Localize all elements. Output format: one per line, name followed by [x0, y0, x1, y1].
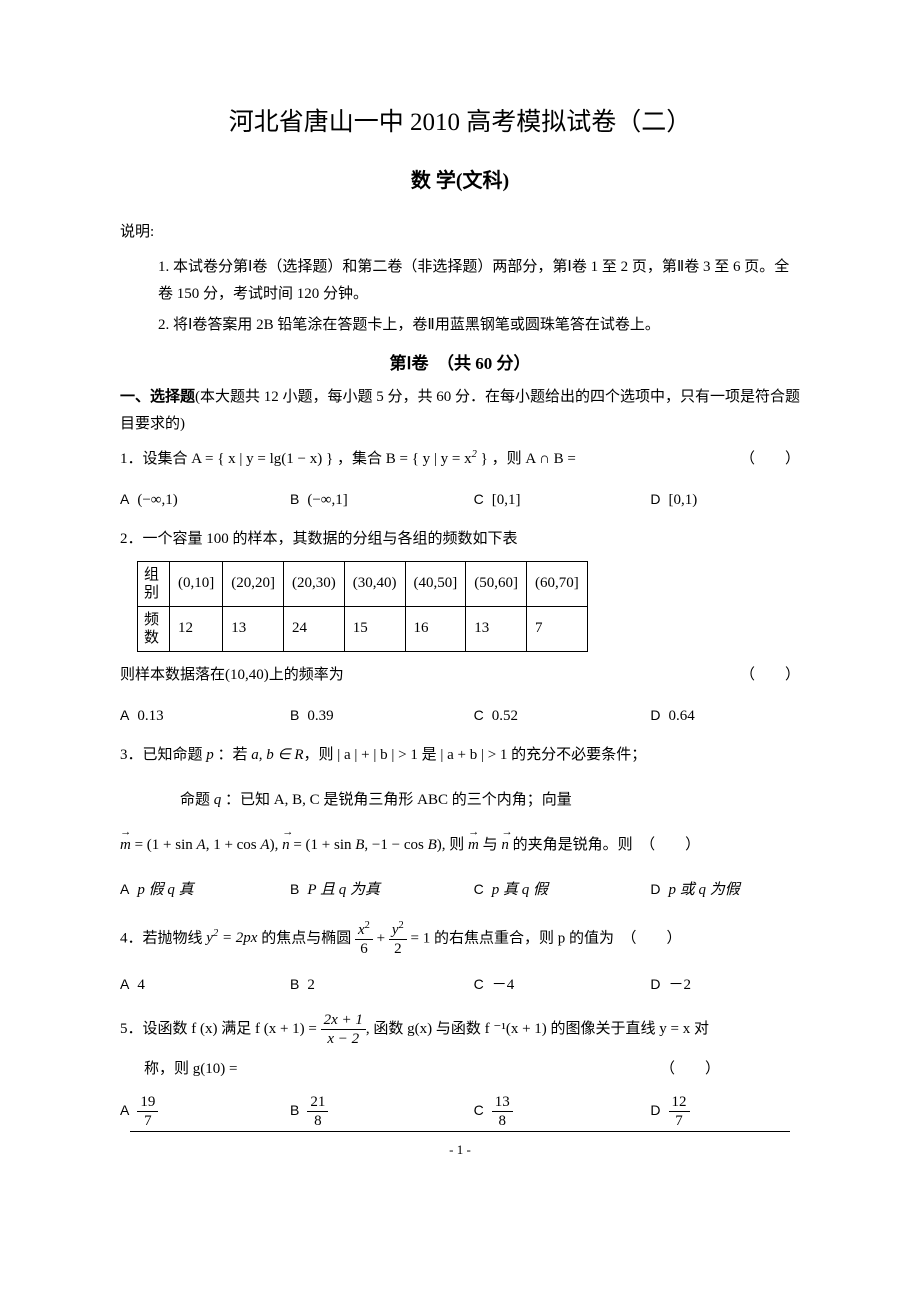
page-title: 河北省唐山一中 2010 高考模拟试卷（二）: [120, 100, 800, 145]
q5-options: A197 B218 C138 D127: [120, 1093, 800, 1130]
vec-n: n: [501, 832, 509, 859]
q4-opt-a: A4: [120, 972, 290, 999]
q3-opt-b: BP 且 q 为真: [290, 877, 474, 904]
table-cell: 24: [284, 606, 345, 651]
q2-post-text: 则样本数据落在(10,40)上的频率为: [120, 667, 344, 683]
q2-opt-b: B0.39: [290, 703, 474, 730]
shuoming-label: 说明:: [120, 219, 800, 246]
table-row: 组别 (0,10] (20,20] (20,30) (30,40) (40,50…: [138, 561, 588, 606]
part-title: 第Ⅰ卷 （共 60 分）: [120, 349, 800, 380]
answer-placeholder: （ ）: [740, 662, 800, 689]
vec-m: m: [468, 832, 479, 859]
table-cell: 15: [344, 606, 405, 651]
q1-text: ，集合: [337, 451, 386, 467]
table-cell: (30,40): [344, 561, 405, 606]
q2-options: A0.13 B0.39 C0.52 D0.64: [120, 703, 800, 730]
table-cell: (20,30): [284, 561, 345, 606]
question-3-line1: 3．已知命题 p ：若 a, b ∈ R，则 | a | + | b | > 1…: [120, 742, 800, 769]
q4-text: 的右焦点重合，则 p 的值为 （ ）: [430, 930, 681, 946]
q4-opt-b: B2: [290, 972, 474, 999]
q3-text: ：已知 A, B, C 是锐角三角形 ABC 的三个内角；向量: [221, 792, 571, 808]
instructions-block: 1. 本试卷分第Ⅰ卷（选择题）和第二卷（非选择题）两部分，第Ⅰ卷 1 至 2 页…: [120, 254, 800, 339]
table-cell: (40,50]: [405, 561, 466, 606]
table-cell: (50,60]: [466, 561, 527, 606]
q2-post: 则样本数据落在(10,40)上的频率为 （ ）: [120, 662, 800, 689]
q3-var: a, b ∈ R: [251, 747, 303, 763]
question-3-line2: 命题 q ：已知 A, B, C 是锐角三角形 ABC 的三个内角；向量: [120, 787, 800, 814]
q1-formula: A = { x | y = lg(1 − x) }: [191, 451, 333, 467]
q4-options: A4 B2 C－4 D－2: [120, 972, 800, 999]
q5-text: 5．设函数 f (x) 满足 f (x + 1) =: [120, 1021, 321, 1037]
question-5: 5．设函数 f (x) 满足 f (x + 1) = 2x + 1x − 2, …: [120, 1011, 800, 1048]
q5-opt-d: D127: [650, 1093, 800, 1130]
q1-opt-d: D[0,1): [650, 487, 800, 514]
table-cell: (0,10]: [170, 561, 223, 606]
q1-options: A(−∞,1) B(−∞,1] C[0,1] D[0,1): [120, 487, 800, 514]
fraction: 2x + 1x − 2: [321, 1011, 366, 1048]
instruction-item: 2. 将Ⅰ卷答案用 2B 铅笔涂在答题卡上，卷Ⅱ用蓝黑钢笔或圆珠笔答在试卷上。: [158, 312, 800, 339]
q3-text: 命题: [180, 792, 214, 808]
subject-subtitle: 数 学(文科): [120, 163, 800, 199]
question-3-line3: m = (1 + sin A, 1 + cos A), n = (1 + sin…: [120, 832, 800, 859]
q1-opt-a: A(−∞,1): [120, 487, 290, 514]
table-cell: 13: [466, 606, 527, 651]
q4-text: = 1: [407, 930, 430, 946]
q1-text: ，则 A ∩ B =: [492, 451, 576, 467]
table-cell: 组别: [138, 561, 170, 606]
answer-placeholder: （ ）: [740, 446, 800, 473]
q5-opt-b: B218: [290, 1093, 474, 1130]
q1-opt-b: B(−∞,1]: [290, 487, 474, 514]
q1-text: 1．设集合: [120, 451, 191, 467]
q4-formula: y2 = 2px: [206, 930, 257, 946]
q3-text: ，则 | a | + | b | > 1 是 | a + b | > 1 的充分…: [304, 747, 647, 763]
q2-opt-d: D0.64: [650, 703, 800, 730]
instruction-item: 1. 本试卷分第Ⅰ卷（选择题）和第二卷（非选择题）两部分，第Ⅰ卷 1 至 2 页…: [158, 254, 800, 308]
table-cell: (20,20]: [223, 561, 284, 606]
q3-text: 3．已知命题: [120, 747, 206, 763]
vec-m: m: [120, 832, 131, 859]
table-cell: 16: [405, 606, 466, 651]
q4-text: 4．若抛物线: [120, 930, 206, 946]
question-5-line2: 称，则 g(10) = （ ）: [120, 1056, 800, 1083]
q5-opt-c: C138: [474, 1093, 651, 1130]
q2-table: 组别 (0,10] (20,20] (20,30) (30,40) (40,50…: [137, 561, 588, 652]
q2-opt-a: A0.13: [120, 703, 290, 730]
q5-text: 称，则 g(10) =: [144, 1061, 237, 1077]
q3-text: ：若: [214, 747, 252, 763]
table-cell: 频数: [138, 606, 170, 651]
question-1: 1．设集合 A = { x | y = lg(1 − x) } ，集合 B = …: [120, 446, 800, 473]
vec-n: n: [282, 832, 290, 859]
q4-opt-c: C－4: [474, 972, 651, 999]
q2-opt-c: C0.52: [474, 703, 651, 730]
table-row: 频数 12 13 24 15 16 13 7: [138, 606, 588, 651]
q5-opt-a: A197: [120, 1093, 290, 1130]
fraction: x26: [355, 920, 373, 958]
table-cell: (60,70]: [527, 561, 588, 606]
q1-opt-c: C[0,1]: [474, 487, 651, 514]
q3-options: Ap 假 q 真 BP 且 q 为真 Cp 真 q 假 Dp 或 q 为假: [120, 877, 800, 904]
q4-text: +: [373, 930, 389, 946]
table-cell: 12: [170, 606, 223, 651]
q3-opt-d: Dp 或 q 为假: [650, 877, 800, 904]
table-cell: 7: [527, 606, 588, 651]
q4-text: 的焦点与椭圆: [257, 930, 355, 946]
q3-opt-c: Cp 真 q 假: [474, 877, 651, 904]
footer-rule: [130, 1131, 790, 1132]
q5-text: , 函数 g(x) 与函数 f ⁻¹(x + 1) 的图像关于直线 y = x …: [366, 1021, 709, 1037]
table-cell: 13: [223, 606, 284, 651]
section-1-desc: (本大题共 12 小题，每小题 5 分，共 60 分．在每小题给出的四个选项中，…: [120, 389, 800, 432]
q3-opt-a: Ap 假 q 真: [120, 877, 290, 904]
q4-opt-d: D－2: [650, 972, 800, 999]
page-footer: - 1 -: [0, 1131, 920, 1161]
answer-placeholder: （ ）: [660, 1056, 720, 1083]
fraction: y22: [389, 920, 407, 958]
q3-var: p: [206, 747, 214, 763]
question-4: 4．若抛物线 y2 = 2px 的焦点与椭圆 x26 + y22 = 1 的右焦…: [120, 920, 800, 958]
q1-formula: B = { y | y = x2 }: [386, 451, 488, 467]
section-1-title: 一、选择题: [120, 389, 195, 405]
page-number: - 1 -: [0, 1138, 920, 1161]
question-2: 2．一个容量 100 的样本，其数据的分组与各组的频数如下表: [120, 526, 800, 553]
section-1-heading: 一、选择题(本大题共 12 小题，每小题 5 分，共 60 分．在每小题给出的四…: [120, 384, 800, 438]
